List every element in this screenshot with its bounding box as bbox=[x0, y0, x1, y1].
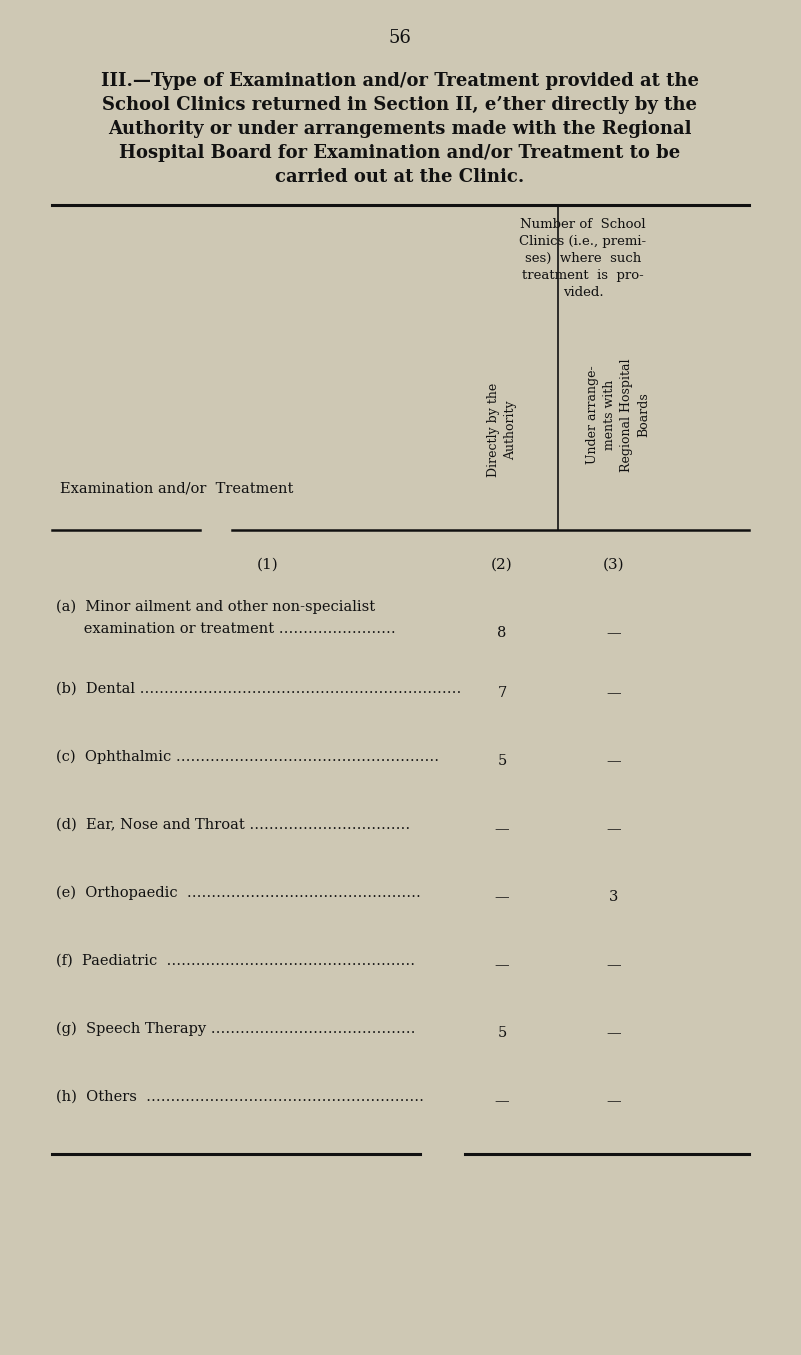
Text: (d)  Ear, Nose and Throat ……………………………: (d) Ear, Nose and Throat …………………………… bbox=[56, 818, 410, 832]
Text: (2): (2) bbox=[491, 558, 513, 572]
Text: —: — bbox=[495, 890, 509, 904]
Text: carried out at the Clinic.: carried out at the Clinic. bbox=[276, 168, 525, 186]
Text: —: — bbox=[606, 686, 622, 701]
Text: (f)  Paediatric  ……………………………………………: (f) Paediatric …………………………………………… bbox=[56, 954, 415, 967]
Text: Hospital Board for Examination and/or Treatment to be: Hospital Board for Examination and/or Tr… bbox=[119, 144, 681, 163]
Text: ses)  where  such: ses) where such bbox=[525, 252, 641, 266]
Text: —: — bbox=[606, 1093, 622, 1108]
Text: 5: 5 bbox=[497, 753, 506, 768]
Text: —: — bbox=[606, 753, 622, 768]
Text: (a)  Minor ailment and other non-specialist: (a) Minor ailment and other non-speciali… bbox=[56, 600, 375, 614]
Text: Directly by the
Authority: Directly by the Authority bbox=[487, 383, 517, 477]
Text: (b)  Dental …………………………………………………………: (b) Dental ………………………………………………………… bbox=[56, 682, 461, 696]
Text: (e)  Orthopaedic  …………………………………………: (e) Orthopaedic ………………………………………… bbox=[56, 886, 421, 900]
Text: treatment  is  pro-: treatment is pro- bbox=[522, 270, 644, 282]
Text: Number of  School: Number of School bbox=[520, 218, 646, 230]
Text: 8: 8 bbox=[497, 626, 507, 640]
Text: Clinics (i.e., premi-: Clinics (i.e., premi- bbox=[519, 234, 646, 248]
Text: —: — bbox=[606, 1026, 622, 1041]
Text: School Clinics returned in Section II, e’ther directly by the: School Clinics returned in Section II, e… bbox=[103, 96, 698, 114]
Text: III.—Type of Examination and/or Treatment provided at the: III.—Type of Examination and/or Treatmen… bbox=[101, 72, 699, 89]
Text: Examination and/or  Treatment: Examination and/or Treatment bbox=[60, 481, 293, 495]
Text: 3: 3 bbox=[610, 890, 618, 904]
Text: —: — bbox=[606, 626, 622, 640]
Text: (3): (3) bbox=[603, 558, 625, 572]
Text: (c)  Ophthalmic ………………………………………………: (c) Ophthalmic ……………………………………………… bbox=[56, 751, 439, 764]
Text: 56: 56 bbox=[388, 28, 412, 47]
Text: (1): (1) bbox=[257, 558, 279, 572]
Text: vided.: vided. bbox=[562, 286, 603, 299]
Text: —: — bbox=[606, 822, 622, 836]
Text: 7: 7 bbox=[497, 686, 506, 701]
Text: —: — bbox=[495, 822, 509, 836]
Text: Under arrange-
ments with
Regional Hospital
Boards: Under arrange- ments with Regional Hospi… bbox=[586, 358, 650, 472]
Text: 5: 5 bbox=[497, 1026, 506, 1041]
Text: Authority or under arrangements made with the Regional: Authority or under arrangements made wit… bbox=[108, 121, 692, 138]
Text: —: — bbox=[606, 958, 622, 972]
Text: —: — bbox=[495, 1093, 509, 1108]
Text: (h)  Others  …………………………………………………: (h) Others ………………………………………………… bbox=[56, 1089, 424, 1104]
Text: (g)  Speech Therapy ……………………………………: (g) Speech Therapy …………………………………… bbox=[56, 1022, 416, 1037]
Text: —: — bbox=[495, 958, 509, 972]
Text: examination or treatment ……………………: examination or treatment …………………… bbox=[56, 622, 396, 635]
